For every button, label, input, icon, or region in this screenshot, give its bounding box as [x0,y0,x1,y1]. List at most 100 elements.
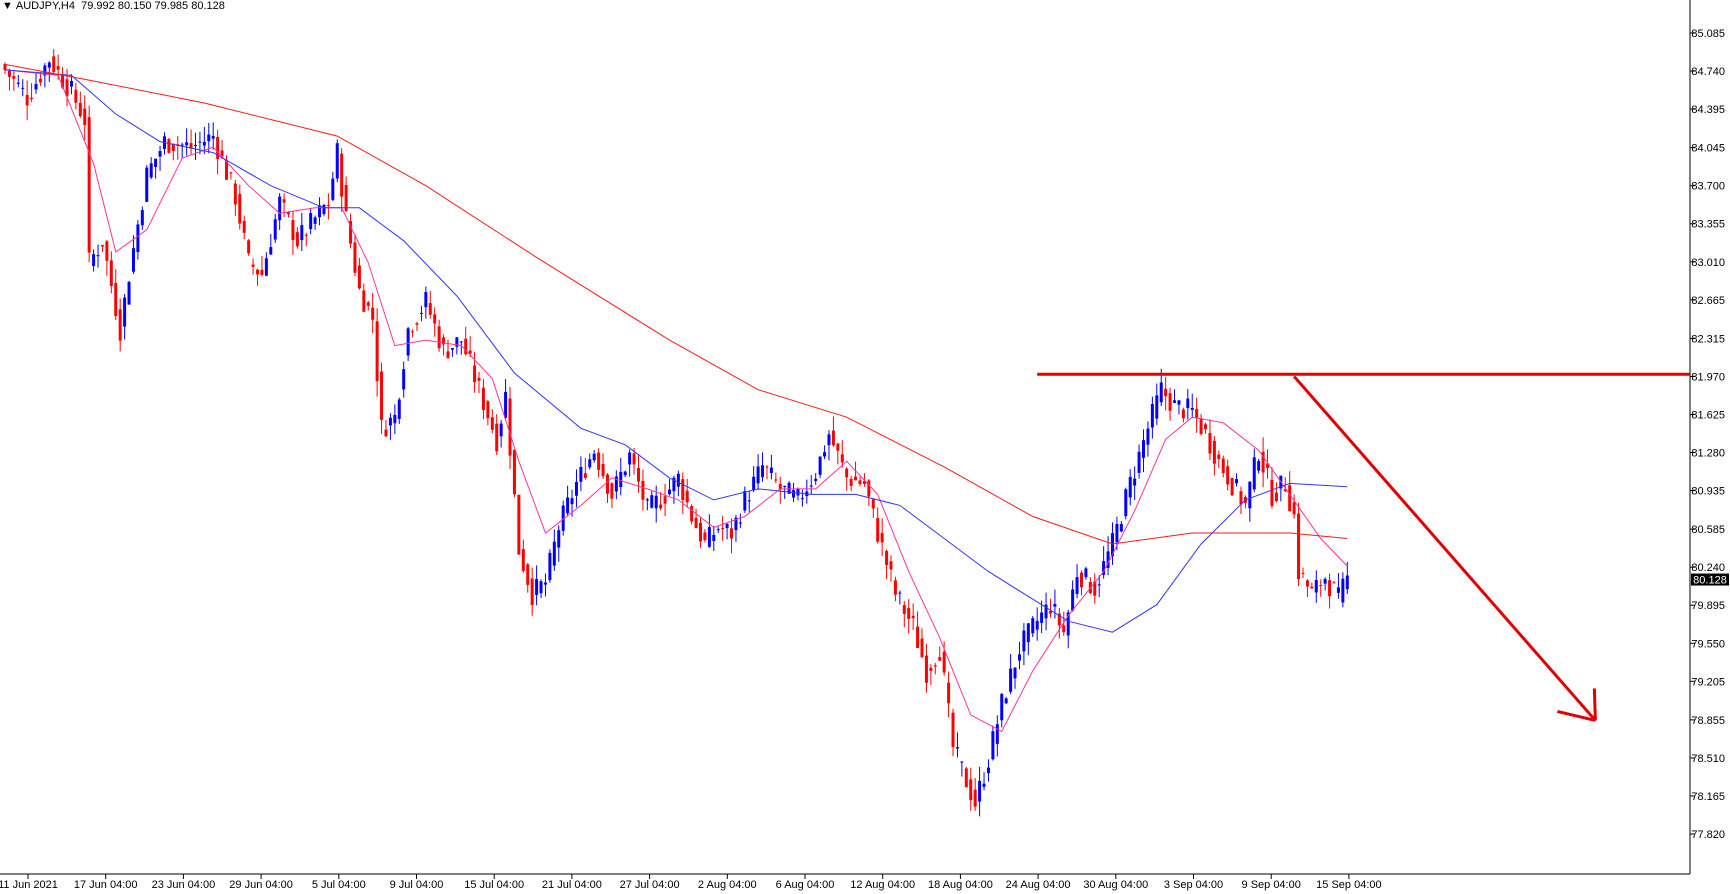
x-tick-label: 29 Jun 04:00 [229,879,293,891]
candle-body [309,213,313,230]
candle-body [357,265,361,289]
candles-layer [3,49,1349,817]
candle-body [774,479,778,481]
candle-body [756,466,760,484]
candle-body [854,476,858,481]
candle-body [1164,388,1168,397]
candle-body [592,453,596,461]
candle-body [747,500,751,502]
candle-body [610,483,614,499]
candle-body [145,167,149,202]
candle-body [282,199,286,203]
candle-body [597,452,601,470]
candle-body [242,220,246,233]
candle-body [783,485,787,487]
y-tick-label: 84.045 [1691,143,1725,155]
candle-body [1332,582,1336,584]
candle-body [433,314,437,324]
candle-body [862,480,866,484]
candle-body [1142,440,1146,458]
candle-body [893,580,897,595]
candle-body [229,172,233,174]
candle-body [530,578,534,606]
candle-body [1040,612,1044,623]
candle-body [419,312,423,314]
candle-body [1252,457,1256,490]
candle-body [127,281,131,305]
candle-body [220,150,224,157]
candle-body [424,291,428,308]
candle-body [1230,478,1234,496]
candle-body [105,241,109,261]
candle-body [694,517,698,529]
x-tick-label: 12 Aug 04:00 [850,879,915,891]
candle-body [47,62,51,68]
candle-body [25,94,29,106]
candle-body [512,449,516,495]
candle-body [313,217,317,224]
candle-body [1173,400,1177,403]
candle-body [849,478,853,486]
candle-body [21,87,25,89]
candle-body [1048,610,1052,614]
candle-body [504,391,508,418]
candle-body [118,309,122,341]
candle-body [1017,654,1021,661]
candle-body [1204,424,1208,429]
y-tick-label: 81.280 [1691,448,1725,460]
candle-body [375,321,379,382]
candle-body [947,682,951,704]
candle-body [1310,586,1314,589]
candle-body [641,480,645,500]
candle-body [61,73,65,88]
candle-body [1341,578,1345,603]
candle-body [1301,572,1305,574]
candle-body [1119,523,1123,532]
candle-body [1195,408,1199,418]
candle-body [933,665,937,667]
x-tick-label: 17 Jun 04:00 [74,879,138,891]
candle-body [978,780,982,802]
candle-body [712,534,716,542]
candle-body [136,224,140,253]
candle-body [1084,568,1088,578]
candle-body [911,615,915,619]
candle-body [109,260,113,286]
candle-body [211,136,215,139]
candle-body [1035,620,1039,630]
candle-body [614,476,618,492]
candle-body [566,497,570,514]
candle-body [619,471,623,488]
candle-body [1093,581,1097,596]
candle-body [322,205,326,215]
candle-body [1053,603,1057,607]
moving-averages-layer [4,63,1348,733]
candle-body [526,564,530,585]
candle-body [761,465,765,478]
candle-body [986,767,990,774]
candle-body [16,82,20,84]
candle-body [636,467,640,482]
candle-body [278,196,282,221]
x-tick-label: 15 Jul 04:00 [464,879,524,891]
candle-body [858,480,862,485]
candle-body [446,351,450,358]
candle-body [1111,533,1114,557]
candle-body [247,240,251,254]
candle-body [681,479,685,500]
y-tick-label: 78.855 [1691,715,1725,727]
price-axis: 85.085 84.740 84.395 84.045 83.700 83.355 83.0… [1690,28,1729,841]
moving-average-line-2 [4,69,1348,633]
candle-body [344,184,348,212]
candle-body [730,528,734,539]
candle-body [827,434,831,446]
candle-body [800,498,804,500]
candle-body [83,108,87,126]
candle-body [131,248,135,272]
y-tick-label: 83.700 [1691,181,1725,193]
candle-body [1248,481,1252,509]
candle-body [1208,433,1212,454]
dropdown-triangle-icon[interactable]: ▼ [2,0,13,12]
candle-body [287,212,291,215]
